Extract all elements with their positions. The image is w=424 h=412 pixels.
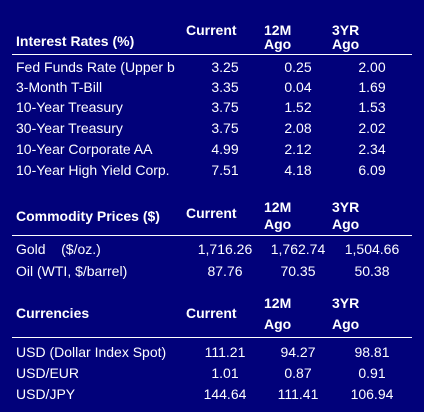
commodity-12m-header: 12M	[264, 199, 292, 215]
commodity-3yr-header-ago: Ago	[332, 216, 360, 232]
currencies-title: Currencies	[16, 305, 90, 321]
row-label: 10-Year High Yield Corp.	[16, 162, 170, 178]
12m-ago-value: 4.18	[284, 162, 312, 178]
current-value: 3.75	[211, 99, 239, 115]
row-label: 30-Year Treasury	[16, 120, 123, 136]
table-row: USD (Dollar Index Spot) 111.21 94.27 98.…	[0, 341, 424, 363]
current-value: 1,716.26	[197, 241, 253, 257]
row-label: USD/JPY	[16, 386, 76, 402]
12m-ago-value: 1.52	[284, 99, 312, 115]
3yr-ago-value: 106.94	[350, 386, 394, 402]
table-row: 10-Year Treasury 3.75 1.52 1.53	[0, 96, 424, 118]
table-row: 3-Month T-Bill 3.35 0.04 1.69	[0, 76, 424, 98]
row-label: Oil (WTI, $/barrel)	[16, 263, 128, 279]
3yr-ago-value: 98.81	[354, 344, 390, 360]
3yr-ago-value: 6.09	[358, 162, 386, 178]
3yr-ago-value: 1,504.66	[344, 241, 400, 257]
currencies-12m-header: 12M	[264, 295, 292, 311]
3yr-ago-value: 50.38	[354, 263, 390, 279]
currencies-header-top: Currencies Current 12M 3YR	[0, 295, 424, 322]
3yr-ago-value: 1.53	[358, 99, 386, 115]
table-row: 10-Year High Yield Corp. 7.51 4.18 6.09	[0, 159, 424, 181]
interest-12m-header: 12M	[264, 22, 292, 38]
table-row: USD/EUR 1.01 0.87 0.91	[0, 362, 424, 384]
currencies-header-bottom: Ago Ago	[0, 313, 424, 335]
row-label: 10-Year Treasury	[16, 99, 123, 115]
current-value: 3.75	[211, 120, 239, 136]
row-label: 10-Year Corporate AA	[16, 141, 153, 157]
12m-ago-value: 111.41	[277, 386, 319, 402]
3yr-ago-value: 2.00	[358, 59, 386, 75]
commodity-divider	[12, 235, 412, 236]
interest-3yr-header-ago: Ago	[332, 36, 360, 52]
interest-rates-header-top: Interest Rates (%) Current 12M 3YR	[0, 19, 424, 49]
table-row: Oil (WTI, $/barrel) 87.76 70.35 50.38	[0, 260, 424, 282]
interest-3yr-header: 3YR	[332, 22, 360, 38]
table-row: 30-Year Treasury 3.75 2.08 2.02	[0, 117, 424, 139]
commodity-header-bottom: Ago Ago	[0, 213, 424, 235]
currencies-3yr-header: 3YR	[332, 295, 360, 311]
row-label: Fed Funds Rate (Upper b	[16, 59, 175, 75]
currencies-3yr-header-ago: Ago	[332, 316, 360, 332]
current-value: 87.76	[207, 263, 243, 279]
table-row: 10-Year Corporate AA 4.99 2.12 2.34	[0, 138, 424, 160]
current-value: 4.99	[211, 141, 239, 157]
commodity-12m-header-ago: Ago	[264, 216, 292, 232]
row-label: 3-Month T-Bill	[16, 79, 103, 95]
3yr-ago-value: 2.02	[358, 120, 386, 136]
currencies-divider	[12, 337, 412, 338]
12m-ago-value: 0.87	[284, 365, 312, 381]
12m-ago-value: 2.08	[284, 120, 312, 136]
row-label: Gold ($/oz.)	[16, 241, 101, 257]
3yr-ago-value: 1.69	[358, 79, 386, 95]
table-row: Fed Funds Rate (Upper b 3.25 0.25 2.00	[0, 56, 424, 78]
current-value: 144.64	[203, 386, 247, 402]
current-value: 111.21	[204, 344, 246, 360]
current-value: 3.25	[211, 59, 239, 75]
commodity-header-top: Commodity Prices ($) Current 12M 3YR	[0, 196, 424, 224]
12m-ago-value: 1,762.74	[270, 241, 326, 257]
table-row: Gold ($/oz.) 1,716.26 1,762.74 1,504.66	[0, 238, 424, 260]
interest-12m-header-ago: Ago	[264, 36, 292, 52]
row-label: USD (Dollar Index Spot)	[16, 344, 167, 360]
12m-ago-value: 2.12	[284, 141, 312, 157]
table-row: USD/JPY 144.64 111.41 106.94	[0, 383, 424, 405]
interest-rates-divider	[12, 54, 412, 55]
12m-ago-value: 0.04	[284, 79, 312, 95]
12m-ago-value: 70.35	[280, 263, 316, 279]
12m-ago-value: 0.25	[284, 59, 312, 75]
12m-ago-value: 94.27	[280, 344, 316, 360]
interest-rates-header-bottom: Ago Ago	[0, 33, 424, 55]
currencies-current-header: Current	[186, 305, 237, 321]
current-value: 3.35	[211, 79, 239, 95]
3yr-ago-value: 2.34	[358, 141, 386, 157]
interest-rates-title: Interest Rates (%)	[16, 33, 135, 49]
current-value: 1.01	[211, 365, 239, 381]
row-label: USD/EUR	[16, 365, 80, 381]
currencies-12m-header-ago: Ago	[264, 316, 292, 332]
interest-current-header: Current	[186, 22, 237, 38]
commodity-3yr-header: 3YR	[332, 199, 360, 215]
commodity-current-header: Current	[186, 205, 237, 221]
3yr-ago-value: 0.91	[358, 365, 386, 381]
commodity-prices-title: Commodity Prices ($)	[16, 208, 160, 224]
current-value: 7.51	[211, 162, 239, 178]
